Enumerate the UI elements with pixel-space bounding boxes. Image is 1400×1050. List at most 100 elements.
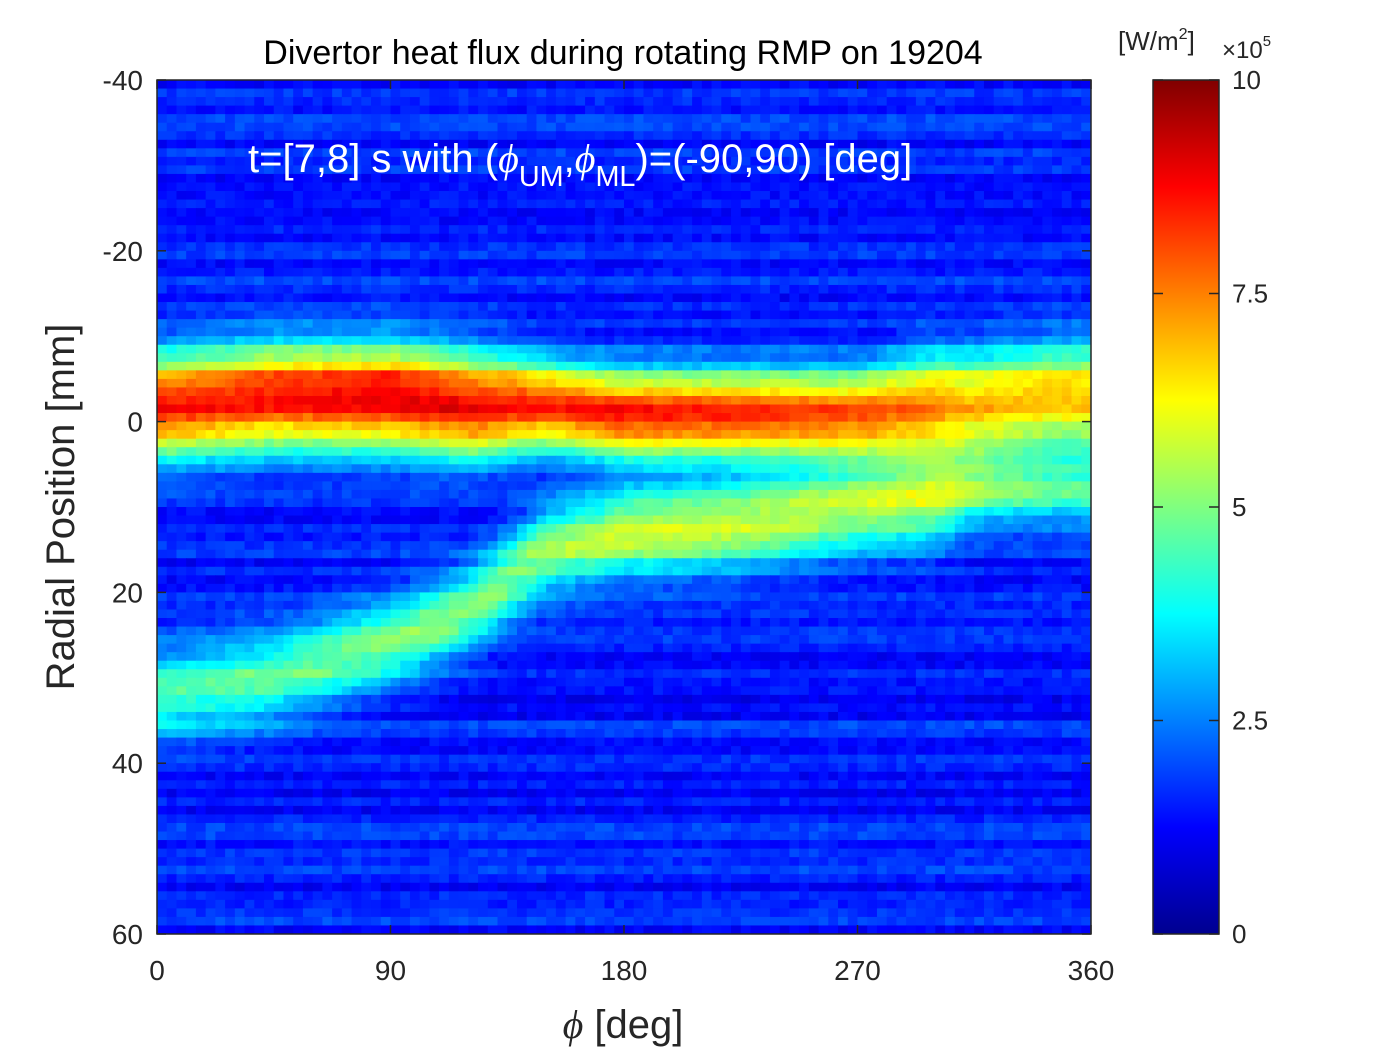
heatmap-cell xyxy=(478,208,489,218)
heatmap-cell xyxy=(789,515,800,525)
heatmap-cell xyxy=(332,481,343,491)
heatmap-cell xyxy=(254,319,265,329)
heatmap-cell xyxy=(624,242,635,252)
heatmap-cell xyxy=(604,302,615,312)
heatmap-cell xyxy=(828,507,839,517)
heatmap-cell xyxy=(1071,310,1082,320)
heatmap-cell xyxy=(935,327,946,337)
heatmap-cell xyxy=(302,105,314,115)
heatmap-cell xyxy=(546,472,557,482)
heatmap-cell xyxy=(906,395,917,406)
heatmap-cell xyxy=(954,489,966,500)
heatmap-cell xyxy=(429,472,440,482)
heatmap-cell xyxy=(692,267,703,278)
heatmap-cell xyxy=(643,455,654,465)
heatmap-cell xyxy=(244,276,255,286)
heatmap-cell xyxy=(799,199,810,209)
heatmap-cell xyxy=(225,404,236,414)
heatmap-cell xyxy=(1032,276,1043,286)
heatmap-cell xyxy=(283,302,294,312)
heatmap-cell xyxy=(390,276,401,286)
heatmap-cell xyxy=(371,455,382,465)
heatmap-cell xyxy=(847,310,859,320)
heatmap-cell xyxy=(721,242,732,252)
heatmap-cell xyxy=(672,139,683,149)
heatmap-cell xyxy=(293,302,304,312)
heatmap-cell xyxy=(312,472,323,482)
heatmap-cell xyxy=(225,353,236,363)
heatmap-cell xyxy=(633,114,645,124)
heatmap-cell xyxy=(740,378,752,389)
heatmap-cell xyxy=(799,122,810,132)
heatmap-cell xyxy=(954,310,966,320)
heatmap-cell xyxy=(662,302,674,312)
heatmap-cell xyxy=(546,361,557,371)
heatmap-cell xyxy=(604,122,615,132)
heatmap-cell xyxy=(254,353,265,363)
heatmap-cell xyxy=(828,131,839,141)
heatmap-cell xyxy=(915,498,927,508)
heatmap-cell xyxy=(302,447,314,457)
heatmap-cell xyxy=(896,165,907,175)
heatmap-cell xyxy=(867,413,878,423)
heatmap-cell xyxy=(555,370,567,380)
heatmap-cell xyxy=(876,80,888,90)
heatmap-cell xyxy=(322,148,333,158)
heatmap-cell xyxy=(925,259,936,269)
heatmap-cell xyxy=(225,80,236,90)
heatmap-cell xyxy=(740,276,752,286)
heatmap-cell xyxy=(799,481,810,491)
heatmap-cell xyxy=(653,378,664,389)
heatmap-cell xyxy=(662,122,674,132)
heatmap-cell xyxy=(604,344,615,354)
heatmap-cell xyxy=(234,284,246,295)
heatmap-cell xyxy=(974,216,985,226)
heatmap-cell xyxy=(682,378,693,389)
heatmap-cell xyxy=(740,404,752,414)
heatmap-cell xyxy=(536,165,547,175)
heatmap-cell xyxy=(1003,148,1014,158)
heatmap-cell xyxy=(653,327,664,337)
heatmap-cell xyxy=(1013,233,1024,243)
heatmap-cell xyxy=(361,250,372,260)
heatmap-cell xyxy=(867,199,878,209)
heatmap-cell xyxy=(1081,302,1091,312)
heatmap-cell xyxy=(643,276,654,286)
heatmap-cell xyxy=(847,165,859,175)
heatmap-cell xyxy=(633,131,645,141)
heatmap-cell xyxy=(594,353,606,363)
heatmap-cell xyxy=(507,216,518,226)
heatmap-cell xyxy=(234,472,246,482)
heatmap-cell xyxy=(507,507,518,517)
heatmap-cell xyxy=(906,216,917,226)
heatmap-cell xyxy=(516,105,528,115)
heatmap-cell xyxy=(341,276,353,286)
heatmap-cell xyxy=(974,353,985,363)
heatmap-cell xyxy=(896,515,907,525)
heatmap-cell xyxy=(157,148,168,158)
heatmap-cell xyxy=(1081,447,1091,457)
heatmap-cell xyxy=(633,250,645,260)
heatmap-cell xyxy=(225,165,236,175)
heatmap-cell xyxy=(439,199,450,209)
heatmap-cell xyxy=(867,378,878,389)
heatmap-cell xyxy=(945,88,956,98)
heatmap-cell xyxy=(1032,156,1043,166)
heatmap-cell xyxy=(341,156,353,166)
heatmap-cell xyxy=(604,498,615,508)
heatmap-cell xyxy=(624,267,635,278)
heatmap-cell xyxy=(1052,284,1063,295)
heatmap-cell xyxy=(1003,97,1014,107)
heatmap-cell xyxy=(186,421,197,431)
heatmap-cell xyxy=(1081,165,1091,175)
heatmap-cell xyxy=(380,242,392,252)
heatmap-cell xyxy=(283,267,294,278)
heatmap-cell xyxy=(585,507,596,517)
heatmap-cell xyxy=(1052,259,1063,269)
heatmap-cell xyxy=(439,165,450,175)
heatmap-cell xyxy=(400,208,411,218)
heatmap-cell xyxy=(409,404,421,414)
heatmap-cell xyxy=(838,404,849,414)
heatmap-cell xyxy=(1052,250,1063,260)
heatmap-cell xyxy=(536,191,547,201)
